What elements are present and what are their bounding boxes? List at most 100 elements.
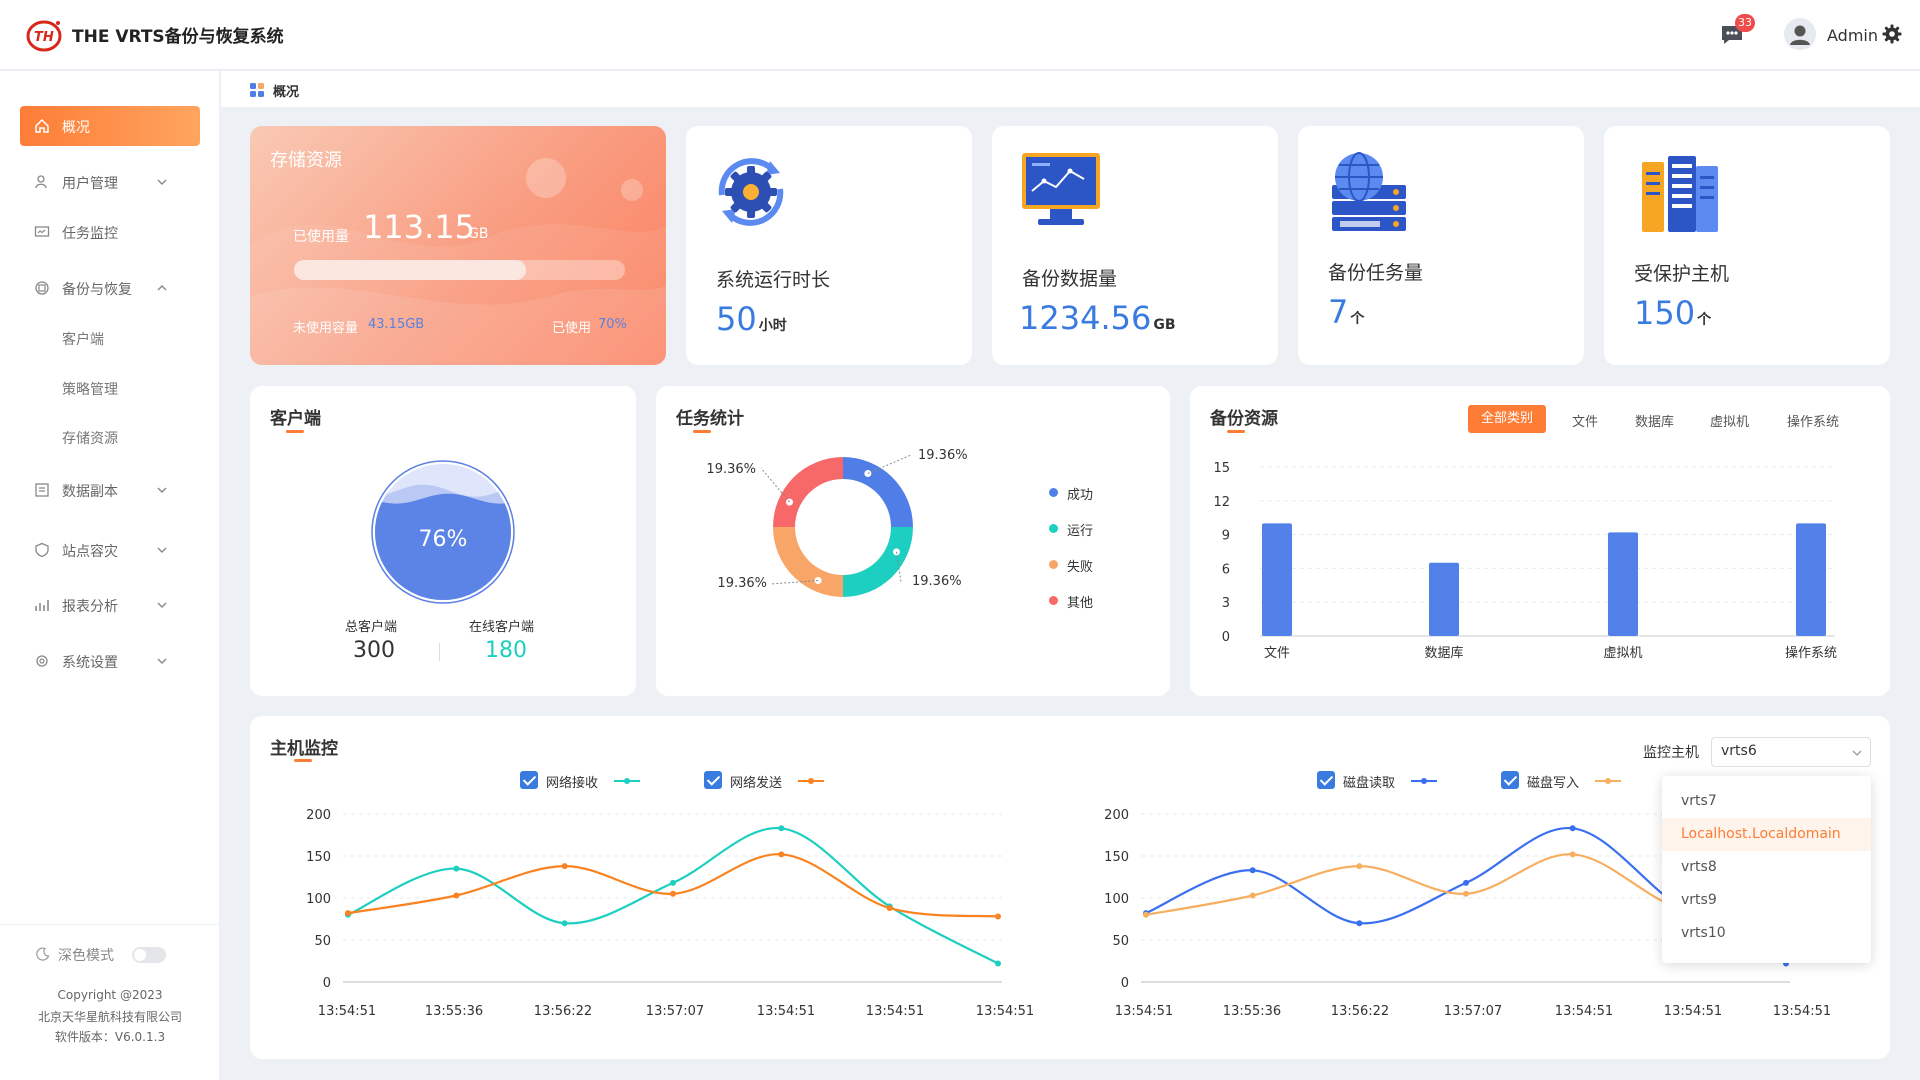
line-x-label: 13:54:51: [318, 1004, 376, 1019]
avatar[interactable]: [1784, 18, 1816, 50]
message-icon[interactable]: [1720, 24, 1744, 46]
backup-volume-card: 备份数据量 1234.56 GB: [992, 126, 1278, 365]
storage-card: 存储资源 已使用量 113.15 GB 未使用容量 43.15GB 已使用 70…: [250, 126, 666, 365]
tab-vm[interactable]: 虚拟机: [1710, 415, 1750, 430]
legend-line-disk-write: [1595, 778, 1621, 784]
donut-slice-其他: [773, 457, 843, 527]
host-option[interactable]: vrts9: [1681, 892, 1717, 908]
moon-icon: [36, 947, 50, 961]
tab-database[interactable]: 数据库: [1635, 415, 1675, 430]
donut-data-label: 19.36%: [918, 448, 968, 463]
monitor-chart-icon: [1022, 153, 1100, 225]
dark-mode-toggle[interactable]: [132, 947, 166, 963]
software-version: 软件版本：V6.0.1.3: [54, 1030, 166, 1044]
donut-leader-line: [760, 467, 790, 503]
backup-resources-card: 备份资源 全部类别 文件 数据库 虚拟机 操作系统 0 3 6 9 12 15 文件 数据库虚…: [1190, 386, 1890, 696]
bar-x-label: 文件: [1264, 646, 1290, 661]
line-y-tick: 100: [1104, 892, 1129, 907]
sidebar-item-system-settings[interactable]: 系统设置: [20, 641, 200, 681]
sidebar-item-label: 备份与恢复: [62, 282, 132, 298]
title-underline: [1227, 430, 1245, 433]
series-point: [561, 863, 568, 870]
monitor-icon: [34, 226, 50, 237]
net-send-label: 网络发送: [730, 776, 783, 791]
sidebar-item-overview[interactable]: 概况: [20, 106, 200, 146]
legend-dot-running: [1049, 524, 1058, 533]
stat-title: 系统运行时长: [716, 269, 831, 291]
bar-y-tick: 0: [1222, 630, 1230, 645]
host-option[interactable]: vrts7: [1681, 793, 1717, 809]
legend-line-net-recv: [614, 778, 640, 784]
sidebar-item-users[interactable]: 用户管理: [20, 162, 200, 202]
stat-title: 受保护主机: [1634, 263, 1730, 285]
series-point: [886, 905, 893, 912]
disk-write-checkbox[interactable]: [1501, 771, 1519, 789]
backup-bar-chart: 0 3 6 9 12 15 文件 数据库 虚拟机 操作系统: [1213, 461, 1837, 661]
settings-gear-icon[interactable]: [1882, 24, 1902, 44]
submenu-item-storage[interactable]: 存储资源: [62, 431, 118, 447]
donut-marker: [864, 470, 872, 478]
shield-icon: [35, 542, 49, 558]
total-clients-label: 总客户端: [345, 620, 398, 635]
storage-used-label: 已使用量: [293, 229, 349, 245]
line-y-tick: 50: [1112, 934, 1129, 949]
section-title: 任务统计: [676, 409, 744, 429]
storage-used-unit: GB: [468, 226, 489, 242]
series-point: [670, 890, 676, 897]
user-name[interactable]: Admin: [1827, 26, 1878, 45]
host-option[interactable]: vrts8: [1681, 859, 1717, 875]
sidebar-item-label: 概况: [62, 120, 90, 136]
donut-slice-运行: [843, 527, 913, 597]
tab-all-categories[interactable]: 全部类别: [1468, 405, 1547, 433]
gear-refresh-icon: [718, 158, 784, 226]
stat-value: 1234.56 GB: [1019, 299, 1176, 337]
company-name: 北京天华星航科技有限公司: [37, 1010, 182, 1024]
series-point: [1249, 867, 1256, 874]
disk-read-checkbox[interactable]: [1317, 771, 1335, 789]
donut-data-label: 19.36%: [717, 576, 767, 591]
host-option-highlighted[interactable]: Localhost.Localdomain: [1662, 818, 1871, 851]
stat-value: 150 个: [1634, 294, 1711, 332]
line-y-tick: 200: [1104, 808, 1129, 823]
series-point: [1569, 825, 1576, 832]
bar-x-label: 数据库: [1424, 645, 1463, 661]
tab-files[interactable]: 文件: [1572, 415, 1599, 430]
sidebar-item-data-copy[interactable]: 数据副本: [20, 470, 200, 510]
line-x-label: 13:56:22: [1331, 1004, 1389, 1019]
sidebar-item-label: 任务监控: [62, 226, 118, 242]
sidebar-item-reports[interactable]: 报表分析: [20, 585, 200, 625]
sidebar-item-backup-restore[interactable]: 备份与恢复: [20, 268, 200, 308]
company-logo: TH: [26, 20, 62, 52]
line-x-label: 13:54:51: [866, 1004, 924, 1019]
legend-dot-success: [1049, 488, 1058, 497]
chevron-down-icon: [157, 547, 167, 553]
legend-label: 运行: [1067, 524, 1094, 539]
net-send-checkbox[interactable]: [704, 771, 722, 789]
submenu-item-clients[interactable]: 客户端: [62, 332, 104, 348]
sidebar-item-disaster-recovery[interactable]: 站点容灾: [20, 530, 200, 570]
bar-y-tick: 6: [1222, 562, 1230, 577]
legend-line-net-send: [798, 778, 824, 784]
monitor-host-select[interactable]: vrts6: [1711, 737, 1871, 767]
tab-os[interactable]: 操作系统: [1787, 415, 1840, 430]
submenu-item-policy[interactable]: 策略管理: [62, 382, 118, 398]
chart-icon: [35, 600, 49, 611]
sidebar-item-task-monitor[interactable]: 任务监控: [20, 212, 200, 252]
sidebar-item-label: 用户管理: [62, 176, 118, 192]
title-underline: [294, 759, 312, 762]
section-title: 备份资源: [1210, 409, 1278, 429]
line-y-tick: 100: [306, 892, 331, 907]
line-x-label: 13:57:07: [1444, 1004, 1502, 1019]
sidebar: 概况 用户管理 任务监控 备份与恢复 客户端 策略管理 存储资源 数据副本 站点…: [0, 71, 220, 1080]
tasks-card: 任务统计 19.36% 19.36% 19.36% 19.36% 成功 运行 失败 其…: [656, 386, 1170, 696]
legend-label: 成功: [1067, 488, 1094, 503]
host-option[interactable]: vrts10: [1681, 925, 1726, 941]
legend-dot-other: [1049, 596, 1058, 605]
net-recv-checkbox[interactable]: [520, 771, 538, 789]
stat-number: 7: [1328, 293, 1349, 331]
stat-title: 备份数据量: [1022, 268, 1118, 290]
sidebar-item-label: 数据副本: [62, 484, 118, 500]
chevron-up-icon: [157, 285, 167, 291]
storage-progress-track: [294, 260, 625, 280]
clients-divider: [439, 643, 440, 661]
